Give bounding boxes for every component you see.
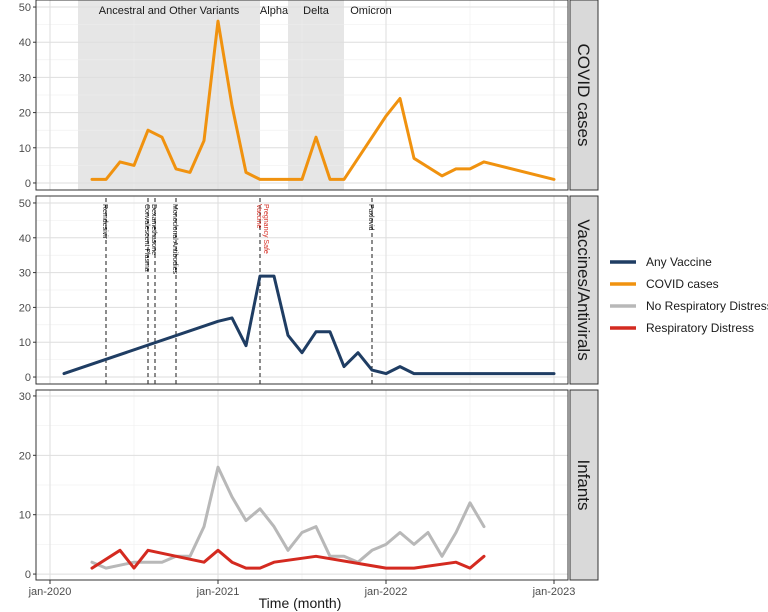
strip-background [569, 195, 599, 385]
y-tick-label: 10 [19, 143, 31, 155]
series-line-no-respiratory-distress [90, 465, 486, 570]
event-label: Paxlovid [367, 204, 374, 231]
event-label: Dexamethasone [150, 204, 157, 255]
panel-1: 0 10 20 30 40 50 Ancestral and Other Variants A… [19, 0, 569, 191]
y-tick-label: 10 [19, 337, 31, 349]
period-label: Ancestral and Other Variants [99, 5, 240, 17]
series-line-covid-cases [90, 19, 556, 181]
strip-background [569, 389, 599, 581]
panel-2: 0 10 20 30 40 50 Remdesivir Convalescent Plasma… [19, 195, 569, 385]
event-label: Convalescent Plasma [143, 204, 150, 272]
panel-3: 0 10 20 30 [19, 389, 569, 581]
panel-border [35, 389, 569, 581]
legend: Any Vaccine COVID cases No Respiratory Dis… [610, 255, 768, 335]
y-tick-label: 20 [19, 450, 31, 462]
x-tick-label: jan-2021 [196, 586, 240, 598]
series-line-any-vaccine [62, 274, 556, 376]
period-label: Alpha [260, 5, 289, 17]
period-label: Omicron [350, 5, 392, 17]
strip-label: Vaccines/Antivirals [574, 219, 593, 360]
legend-label: COVID cases [646, 277, 719, 291]
y-tick-label: 30 [19, 391, 31, 403]
strip-label: Infants [574, 459, 593, 510]
y-tick-label: 0 [25, 372, 31, 384]
y-tick-label: 0 [25, 569, 31, 581]
panel-border [35, 195, 569, 385]
x-tick-label: jan-2022 [364, 586, 408, 598]
legend-label: Any Vaccine [646, 255, 712, 269]
panel-strip: COVID cases [569, 0, 599, 191]
legend-item: No Respiratory Distress [610, 299, 768, 313]
strip-background [569, 0, 599, 191]
y-tick-label: 30 [19, 268, 31, 280]
legend-item: COVID cases [610, 277, 719, 291]
y-tick-label: 30 [19, 72, 31, 84]
y-tick-label: 50 [19, 2, 31, 14]
y-tick-label: 0 [25, 178, 31, 190]
x-tick-label: jan-2020 [28, 586, 72, 598]
strip-label: COVID cases [574, 44, 593, 147]
legend-label: Respiratory Distress [646, 321, 754, 335]
event-label: VaccinePregnancy Safe [255, 204, 269, 254]
event-label: Remdesivir [101, 204, 108, 240]
y-tick-label: 10 [19, 510, 31, 522]
y-tick-label: 20 [19, 108, 31, 120]
x-axis-title: Time (month) [259, 595, 342, 611]
y-tick-label: 40 [19, 37, 31, 49]
x-tick-label: jan-2023 [532, 586, 576, 598]
panel-strip: Infants [569, 389, 599, 581]
legend-label: No Respiratory Distress [646, 299, 768, 313]
period-label: Delta [303, 5, 330, 17]
panel-border [35, 0, 569, 191]
legend-item: Any Vaccine [610, 255, 712, 269]
legend-item: Respiratory Distress [610, 321, 754, 335]
event-label: Monoclonal Antibodies [171, 204, 178, 275]
y-tick-label: 50 [19, 198, 31, 210]
panel-strip: Vaccines/Antivirals [569, 195, 599, 385]
series-line-respiratory-distress [90, 548, 486, 570]
y-tick-label: 20 [19, 302, 31, 314]
y-tick-label: 40 [19, 233, 31, 245]
